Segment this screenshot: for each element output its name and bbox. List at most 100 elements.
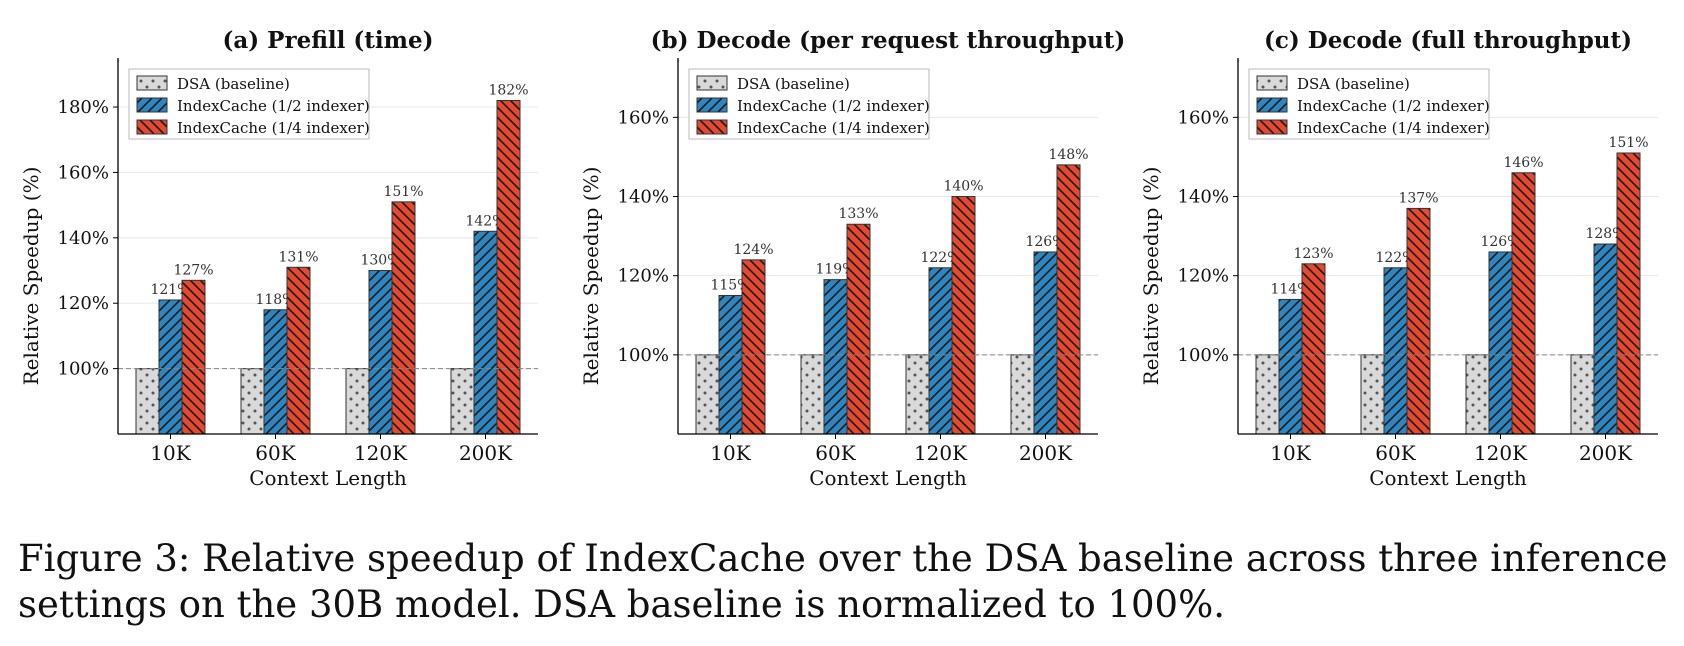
y-tick-label: 180%: [58, 97, 109, 118]
legend-label: DSA (baseline): [1297, 75, 1410, 93]
x-tick-label: 60K: [1375, 441, 1416, 465]
bar-baseline-10K: [135, 368, 160, 435]
bar-baseline-60K: [240, 368, 265, 435]
bar-quarter-200K: [1056, 164, 1081, 435]
legend-box: [1248, 68, 1490, 140]
data-label: 114%: [1270, 281, 1310, 297]
x-tick-label: 10K: [1270, 441, 1311, 465]
x-tick-label: 10K: [710, 441, 751, 465]
data-label: 133%: [838, 206, 878, 222]
bar-baseline-120K: [345, 368, 370, 435]
y-tick-label: 160%: [58, 162, 109, 183]
data-label: 122%: [1375, 250, 1415, 266]
data-label: 137%: [1398, 190, 1438, 206]
legend-swatch-half: [696, 97, 728, 113]
data-label: 126%: [1480, 234, 1520, 250]
bar-baseline-120K: [1465, 354, 1490, 435]
x-tick-label: 200K: [1019, 441, 1073, 465]
legend: DSA (baseline) IndexCache (1/2 indexer) In…: [1248, 68, 1490, 140]
figure-panels: 121% 118% 130% 142% 127% 131% 151% 182% 100% 120%…: [19, 27, 1658, 490]
data-label: 182%: [488, 83, 528, 99]
bar-quarter-120K: [951, 196, 976, 435]
legend-swatch-quarter: [136, 119, 168, 135]
bar-baseline-120K: [905, 354, 930, 435]
bar-baseline-200K: [1010, 354, 1035, 435]
legend-label: IndexCache (1/4 indexer): [737, 119, 930, 137]
legend-label: DSA (baseline): [737, 75, 850, 93]
bar-half-120K: [928, 267, 953, 435]
bar-half-60K: [823, 279, 848, 435]
legend-label: IndexCache (1/2 indexer): [177, 97, 370, 115]
bar-half-10K: [1278, 298, 1303, 435]
x-tick-label: 200K: [459, 441, 513, 465]
data-label: 123%: [1293, 246, 1333, 262]
y-tick-label: 140%: [1178, 187, 1229, 208]
x-axis-label: Context Length: [1369, 466, 1527, 490]
bar-baseline-60K: [1360, 354, 1385, 435]
bar-half-60K: [1383, 267, 1408, 435]
x-tick-label: 10K: [150, 441, 191, 465]
data-label: 127%: [173, 262, 213, 278]
bar-quarter-10K: [741, 259, 766, 435]
legend-label: DSA (baseline): [177, 75, 290, 93]
data-label: 151%: [1608, 135, 1648, 151]
x-tick-label: 60K: [815, 441, 856, 465]
x-tick-label: 200K: [1579, 441, 1633, 465]
legend-box: [128, 68, 370, 140]
bar-half-10K: [158, 299, 183, 435]
bar-baseline-200K: [1570, 354, 1595, 435]
y-axis-label: Relative Speedup (%): [19, 167, 43, 386]
chart-panel-3: 114% 122% 126% 128% 123% 137% 146% 151% 100% 120%…: [1139, 27, 1658, 490]
data-label: 124%: [733, 242, 773, 258]
data-label: 115%: [710, 277, 750, 293]
x-axis-label: Context Length: [249, 466, 407, 490]
bar-baseline-200K: [450, 368, 475, 435]
y-tick-label: 100%: [1178, 345, 1229, 366]
chart-title: (c) Decode (full throughput): [1264, 27, 1632, 54]
legend-label: IndexCache (1/4 indexer): [1297, 119, 1490, 137]
data-label: 142%: [465, 213, 505, 229]
chart-title: (b) Decode (per request throughput): [651, 27, 1126, 54]
bar-quarter-10K: [1301, 263, 1326, 435]
bar-quarter-10K: [181, 279, 206, 435]
bar-quarter-120K: [391, 201, 416, 435]
y-tick-label: 100%: [618, 345, 669, 366]
bar-baseline-60K: [800, 354, 825, 435]
x-tick-label: 120K: [354, 441, 408, 465]
data-label: 121%: [150, 282, 190, 298]
data-label: 148%: [1048, 147, 1088, 163]
data-label: 128%: [1585, 226, 1625, 242]
bar-half-120K: [368, 270, 393, 435]
data-label: 140%: [943, 179, 983, 195]
y-tick-label: 160%: [1178, 107, 1229, 128]
bar-baseline-10K: [1255, 354, 1280, 435]
y-tick-label: 120%: [618, 266, 669, 287]
x-tick-label: 60K: [255, 441, 296, 465]
y-tick-label: 100%: [58, 359, 109, 380]
chart-panel-2: 115% 119% 122% 126% 124% 133% 140% 148% 100% 120%…: [579, 27, 1125, 490]
chart-panel-1: 121% 118% 130% 142% 127% 131% 151% 182% 100% 120%…: [19, 27, 538, 490]
y-tick-label: 120%: [1178, 266, 1229, 287]
bar-quarter-200K: [1616, 152, 1641, 435]
data-label: 126%: [1025, 234, 1065, 250]
legend-label: IndexCache (1/2 indexer): [1297, 97, 1490, 115]
data-label: 119%: [815, 262, 855, 278]
bar-quarter-60K: [846, 223, 871, 435]
x-tick-label: 120K: [914, 441, 968, 465]
legend-label: IndexCache (1/4 indexer): [177, 119, 370, 137]
bar-half-60K: [263, 309, 288, 435]
legend-swatch-baseline: [136, 75, 168, 91]
y-tick-label: 140%: [618, 187, 669, 208]
bar-half-10K: [718, 294, 743, 435]
y-axis-label: Relative Speedup (%): [1139, 167, 1163, 386]
bar-quarter-200K: [496, 100, 521, 435]
legend-swatch-quarter: [696, 119, 728, 135]
legend-swatch-half: [1256, 97, 1288, 113]
y-tick-label: 160%: [618, 107, 669, 128]
bar-quarter-60K: [286, 266, 311, 435]
legend-swatch-quarter: [1256, 119, 1288, 135]
legend: DSA (baseline) IndexCache (1/2 indexer) In…: [128, 68, 370, 140]
bar-quarter-120K: [1511, 172, 1536, 435]
legend-swatch-baseline: [1256, 75, 1288, 91]
data-label: 151%: [383, 184, 423, 200]
